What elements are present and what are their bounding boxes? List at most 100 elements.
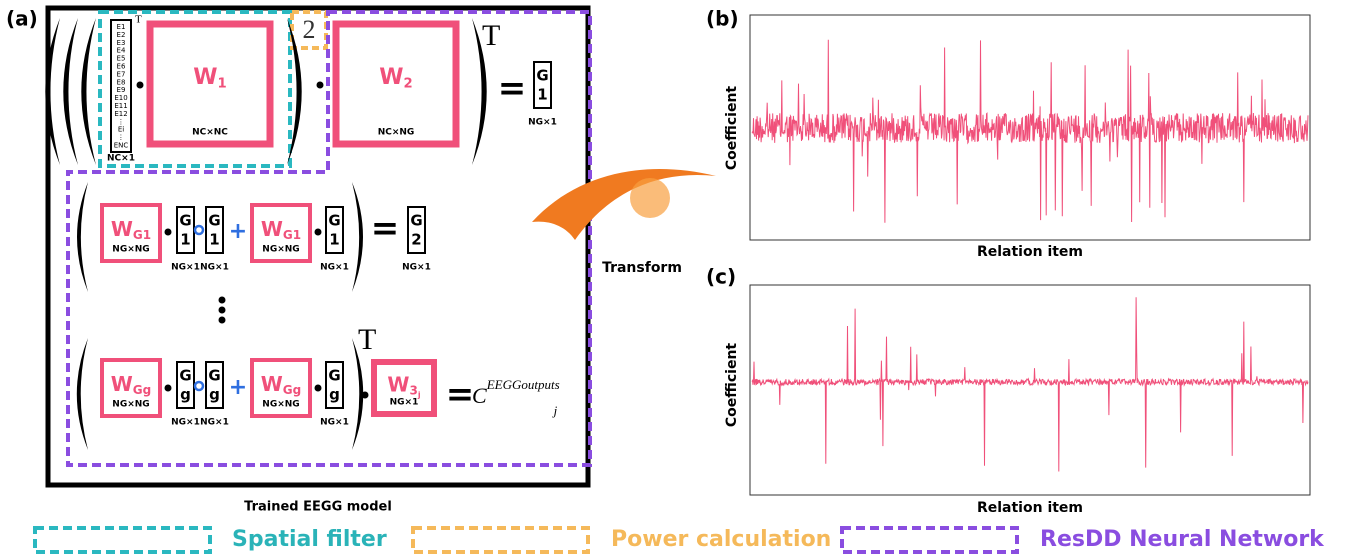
parenthesis [352,338,364,450]
legend-label: Spatial filter [232,527,387,552]
plot-frame [749,14,1311,241]
x-axis-label: Relation item [977,244,1083,260]
parenthesis [352,182,363,292]
vector [205,206,224,254]
matrix-sub: Gg [133,383,151,397]
vector-top: G [208,367,220,385]
hadamard-operator [193,224,205,236]
vector-bottom: 1 [537,86,547,104]
y-axis-label: Coefficient [724,86,740,171]
matrix-dim: NG×NG [112,245,149,255]
matrix-base: W [193,65,217,90]
undefined: = [371,209,400,249]
vector [325,361,344,409]
vector-dim: NG×1 [320,263,349,273]
undefined: = [446,375,475,415]
transpose: T [135,14,142,26]
matrix-base: W [111,217,133,241]
matrix-dim: NG×1 [390,398,419,408]
plot-frame [749,284,1311,496]
electrode-label: E8 [117,78,126,86]
vector-top: G [328,367,340,385]
legend-swatch [33,526,212,554]
dot-operator [136,81,144,89]
legend-label: ResDD Neural Network [1040,527,1325,552]
dot-operator [361,391,369,399]
weight-matrix [332,20,460,148]
matrix-sub: 3 [409,383,417,397]
parenthesis [77,182,88,292]
electrode-label: Ei [118,126,124,134]
parenthesis [76,338,88,450]
parenthesis [81,18,96,165]
model-label: Trained EEGG model [244,500,392,515]
electrode-label: E1 [117,23,126,31]
matrix-sub: Gg [283,383,301,397]
matrix-base: W [261,372,283,396]
weight-matrix [100,358,162,418]
y-axis-label: Coefficient [724,343,740,428]
arrow-highlight [630,178,670,218]
undefined: = [498,69,527,109]
legend-label: Power calculation [611,527,831,552]
electrode-label: E2 [117,31,126,39]
output-sup: EEGGoutputs [486,377,560,392]
matrix-dim: NG×NG [262,245,299,255]
dot-operator [314,384,322,392]
legend-swatch [411,526,590,554]
matrix-dim: NC×NG [378,128,415,138]
electrode-label: E5 [117,55,126,63]
signal-trace [751,297,1309,472]
vector-top: G [536,67,548,85]
matrix-sub: G1 [133,228,151,242]
vector-top: G [328,212,340,230]
matrix-base: W [111,372,133,396]
dot-operator [316,81,324,89]
electrode-label: ⋮ [118,134,125,142]
matrix-label: WG1 [111,217,151,242]
parenthesis [45,18,60,165]
transform-label: Transform [602,260,682,276]
matrix-label: WGg [111,372,152,397]
vector-top: G [179,212,191,230]
vector-bottom: g [209,386,220,404]
electrode-label: E11 [114,102,127,110]
electrode-label: E10 [114,94,127,102]
matrix-dim: NG×NG [262,400,299,410]
vector [407,206,426,254]
electrode-label: E12 [114,110,127,118]
matrix-base: W [387,372,409,396]
vector-top: G [208,212,220,230]
matrix-dim: NC×NC [192,128,228,138]
dot-operator [164,228,172,236]
parenthesis [472,18,487,165]
vector-bottom: 1 [329,231,339,249]
panel-label: (c) [706,265,736,289]
resdd-outline [66,10,592,467]
transform-arrow [532,169,716,240]
matrix-sub: 2 [404,77,413,92]
vector [533,61,552,109]
ellipsis-dot [218,306,226,314]
matrix-sub: 1 [218,77,227,92]
vector [205,361,224,409]
output-symbol: CEEGGoutputs j [472,377,560,418]
electrode-label: E9 [117,86,126,94]
vector-dim: NG×1 [402,263,431,273]
weight-matrix [250,358,312,418]
vector-bottom: g [180,386,191,404]
vector-dim: NG×1 [528,118,557,128]
parenthesis [63,18,78,165]
matrix-label: WGg [261,372,302,397]
signal-trace [751,39,1309,223]
matrix-base: W [379,65,403,90]
matrix-label: W3j [387,372,420,399]
output-base: C [472,383,487,408]
ellipsis-dot [218,296,226,304]
hadamard-operator [193,380,205,392]
plus-operator: + [229,219,247,244]
matrix-sub: G1 [283,228,301,242]
power-outline [290,10,328,50]
vector-dim: NG×1 [200,263,229,273]
